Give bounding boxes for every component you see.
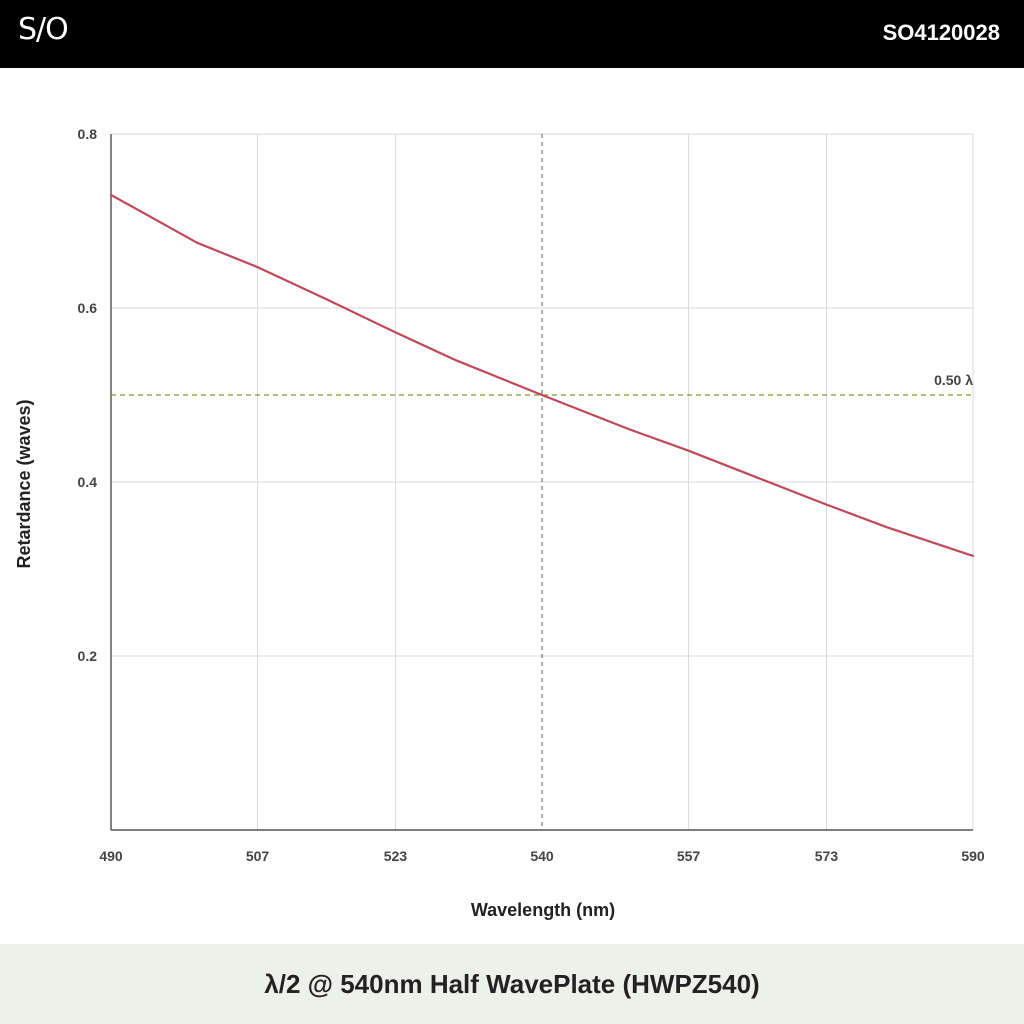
footer-bar: λ/2 @ 540nm Half WavePlate (HWPZ540) <box>0 944 1024 1024</box>
x-tick-label: 490 <box>99 848 123 864</box>
y-axis-title: Retardance (waves) <box>14 399 34 568</box>
axis-layer <box>110 134 973 831</box>
y-tick-label: 0.8 <box>78 126 98 142</box>
x-tick-label: 590 <box>961 848 985 864</box>
x-tick-label: 557 <box>677 848 701 864</box>
series-layer <box>109 193 975 557</box>
label-layer: 490 507 523 540 557 573 590 0.2 0.4 0.6 0.8 Wavelen… <box>14 126 985 920</box>
x-tick-label: 507 <box>246 848 270 864</box>
product-title: λ/2 @ 540nm Half WavePlate (HWPZ540) <box>264 968 760 999</box>
header-bar: S/O SO4120028 <box>0 0 1024 68</box>
reference-layer: 0.50 λ <box>111 134 973 830</box>
retardance-curve <box>109 193 975 557</box>
retardance-chart: 0.50 λ 490 507 523 540 557 573 590 0.2 0.4 0.6 0.8… <box>14 126 985 920</box>
x-axis-title: Wavelength (nm) <box>471 900 615 920</box>
x-tick-label: 573 <box>815 848 839 864</box>
product-code: SO4120028 <box>882 20 1000 45</box>
brand-logo: S/O <box>18 12 69 47</box>
y-tick-label: 0.2 <box>78 648 98 664</box>
grid-layer <box>110 133 974 830</box>
reference-line-label: 0.50 λ <box>934 372 973 388</box>
y-tick-label: 0.4 <box>78 474 98 490</box>
x-tick-label: 540 <box>530 848 554 864</box>
y-tick-label: 0.6 <box>78 300 98 316</box>
chart-area: 0.50 λ 490 507 523 540 557 573 590 0.2 0.4 0.6 0.8… <box>0 68 1024 944</box>
x-tick-label: 523 <box>384 848 408 864</box>
